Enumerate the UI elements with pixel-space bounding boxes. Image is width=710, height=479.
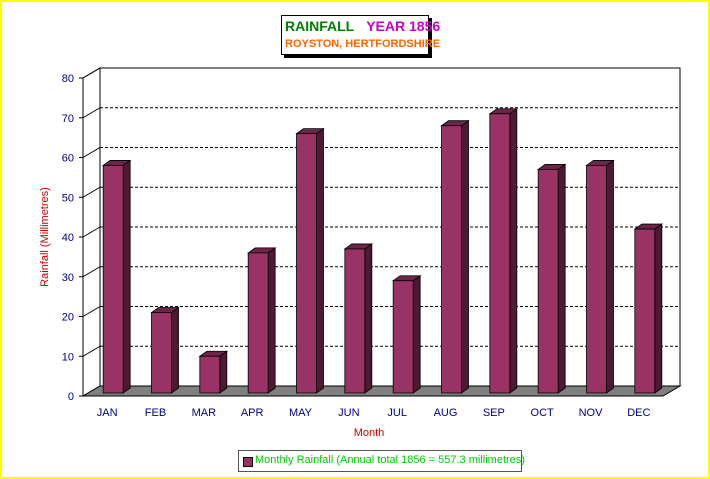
bar-front bbox=[489, 113, 511, 394]
x-tick-label: FEB bbox=[145, 407, 166, 419]
legend: Monthly Rainfall (Annual total 1856 = 55… bbox=[238, 450, 525, 472]
bar-front bbox=[102, 165, 124, 394]
chart-title-year: YEAR 1856 bbox=[366, 18, 441, 34]
bar bbox=[295, 127, 325, 394]
y-tick-label: 70 bbox=[62, 113, 74, 125]
bar bbox=[198, 350, 229, 394]
legend-label: Monthly Rainfall (Annual total 1856 = 55… bbox=[255, 454, 525, 466]
gridline-diagonal bbox=[82, 107, 101, 119]
y-tick-label: 50 bbox=[62, 192, 74, 204]
y-axis-label: Rainfall (Millimetres) bbox=[39, 187, 51, 287]
gridline-diagonal bbox=[82, 147, 101, 158]
gridlines bbox=[82, 67, 680, 357]
bar-side bbox=[606, 159, 614, 394]
x-tick-label: JUL bbox=[387, 407, 407, 419]
x-tick-label: AUG bbox=[434, 407, 458, 419]
gridline-diagonal bbox=[82, 186, 101, 198]
bar-side bbox=[219, 350, 228, 394]
bar-front bbox=[634, 228, 656, 394]
bar-front bbox=[586, 165, 607, 394]
gridline-diagonal bbox=[82, 226, 101, 238]
x-axis-label: Month bbox=[354, 427, 385, 439]
gridline-diagonal bbox=[82, 266, 101, 278]
bar-side bbox=[461, 119, 469, 394]
bar-side bbox=[267, 247, 276, 394]
bar bbox=[488, 107, 519, 394]
chart-title-box: RAINFALL YEAR 1856 ROYSTON, HERTFORDSHIRE bbox=[281, 15, 440, 55]
chart-subtitle: ROYSTON, HERTFORDSHIRE bbox=[285, 38, 441, 50]
x-tick-label: DEC bbox=[627, 407, 650, 419]
x-tick-label: MAY bbox=[289, 407, 313, 419]
x-tick-labels: JAN FEB MAR APR MAY JUN JUL AUG SEP OCT NOV DEC bbox=[97, 407, 651, 419]
gridline-diagonal bbox=[82, 306, 101, 317]
x-tick-label: OCT bbox=[531, 407, 555, 419]
y-tick-label: 30 bbox=[62, 272, 74, 284]
y-tick-label: 60 bbox=[62, 153, 74, 165]
gridline-diagonal bbox=[82, 67, 101, 79]
bar-front bbox=[344, 248, 366, 394]
bar-front bbox=[537, 169, 559, 394]
bar bbox=[440, 119, 470, 394]
bar bbox=[150, 306, 180, 394]
chart-title: RAINFALL YEAR 1856 bbox=[285, 18, 440, 34]
x-tick-label: APR bbox=[241, 407, 264, 419]
bar-front bbox=[392, 280, 414, 394]
y-tick-label: 80 bbox=[62, 73, 74, 85]
x-tick-label: JUN bbox=[338, 407, 359, 419]
x-tick-label: JAN bbox=[97, 407, 118, 419]
bar-side bbox=[557, 163, 566, 394]
bar-front bbox=[151, 312, 172, 394]
bar-front bbox=[296, 133, 317, 394]
bar bbox=[633, 223, 664, 394]
bar bbox=[585, 159, 615, 394]
bar-side bbox=[654, 223, 663, 394]
y-tick-label: 20 bbox=[62, 312, 74, 324]
x-tick-label: MAR bbox=[192, 407, 217, 419]
bar bbox=[391, 274, 422, 394]
bar bbox=[536, 163, 567, 394]
bar-front bbox=[247, 252, 269, 394]
bar-front bbox=[199, 355, 221, 394]
legend-swatch bbox=[243, 457, 253, 467]
y-tick-label: 10 bbox=[62, 351, 74, 363]
bar bbox=[343, 243, 374, 394]
bar-side bbox=[364, 243, 373, 394]
y-tick-labels: 0 10 20 30 40 50 60 70 80 bbox=[62, 73, 83, 403]
bar-side bbox=[316, 127, 324, 394]
x-tick-label: NOV bbox=[579, 407, 604, 419]
x-tick-label: SEP bbox=[483, 407, 505, 419]
y-tick-label: 40 bbox=[62, 232, 74, 244]
bar bbox=[246, 247, 277, 394]
gridline-diagonal bbox=[82, 345, 101, 357]
chart-title-main: RAINFALL bbox=[285, 18, 355, 34]
bar-side bbox=[509, 107, 518, 394]
bar-side bbox=[171, 306, 179, 394]
bars bbox=[101, 107, 664, 394]
y-tick-label: 0 bbox=[68, 391, 74, 403]
bar bbox=[101, 159, 132, 394]
bar-side bbox=[412, 274, 421, 394]
bar-side bbox=[122, 159, 131, 394]
bar-front bbox=[441, 125, 462, 394]
